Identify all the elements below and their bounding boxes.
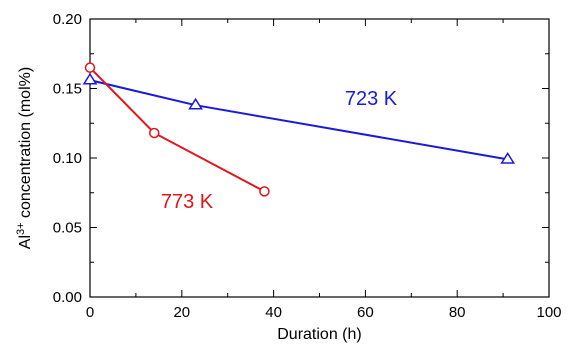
- tick-labels: 0 20 40 60 80 100 0.00 0.05 0.10 0.15 0.20: [53, 11, 562, 321]
- data-point: [500, 151, 516, 164]
- series-773-k: [84, 62, 270, 197]
- y-tick-label: 0.20: [53, 11, 82, 28]
- y-axis-title-rest: concentration (mol%): [17, 67, 34, 223]
- x-axis-title: Duration (h): [277, 326, 361, 343]
- data-point: [149, 127, 160, 139]
- x-tick-label: 20: [173, 304, 190, 321]
- data-point: [82, 72, 98, 85]
- x-tick-label: 80: [449, 304, 466, 321]
- y-tick-label: 0.00: [53, 289, 82, 306]
- series-labels: 723 K 773 K: [161, 88, 398, 213]
- axis-ticks: [89, 18, 550, 298]
- y-axis-title-main: Al: [17, 235, 34, 249]
- series-label: 773 K: [161, 191, 214, 213]
- data-point: [188, 97, 203, 110]
- data-point: [84, 62, 96, 73]
- y-tick-label: 0.05: [53, 220, 82, 237]
- x-tick-label: 40: [265, 304, 282, 321]
- x-tick-label: 60: [357, 304, 374, 321]
- y-tick-label: 0.15: [53, 81, 82, 98]
- x-tick-label: 100: [536, 304, 561, 321]
- series-label: 723 K: [345, 88, 398, 110]
- y-axis-title: Al3+ concentration (mol%): [15, 67, 34, 249]
- series-group: [82, 62, 516, 197]
- y-axis-title-superscript: 3+: [15, 222, 27, 235]
- data-point: [259, 186, 270, 197]
- y-tick-label: 0.10: [53, 150, 82, 167]
- series-line: [89, 79, 508, 161]
- x-tick-label: 0: [86, 304, 94, 321]
- series-723-k: [82, 72, 516, 164]
- plot-frame: [89, 18, 550, 298]
- plot-area: [89, 18, 550, 298]
